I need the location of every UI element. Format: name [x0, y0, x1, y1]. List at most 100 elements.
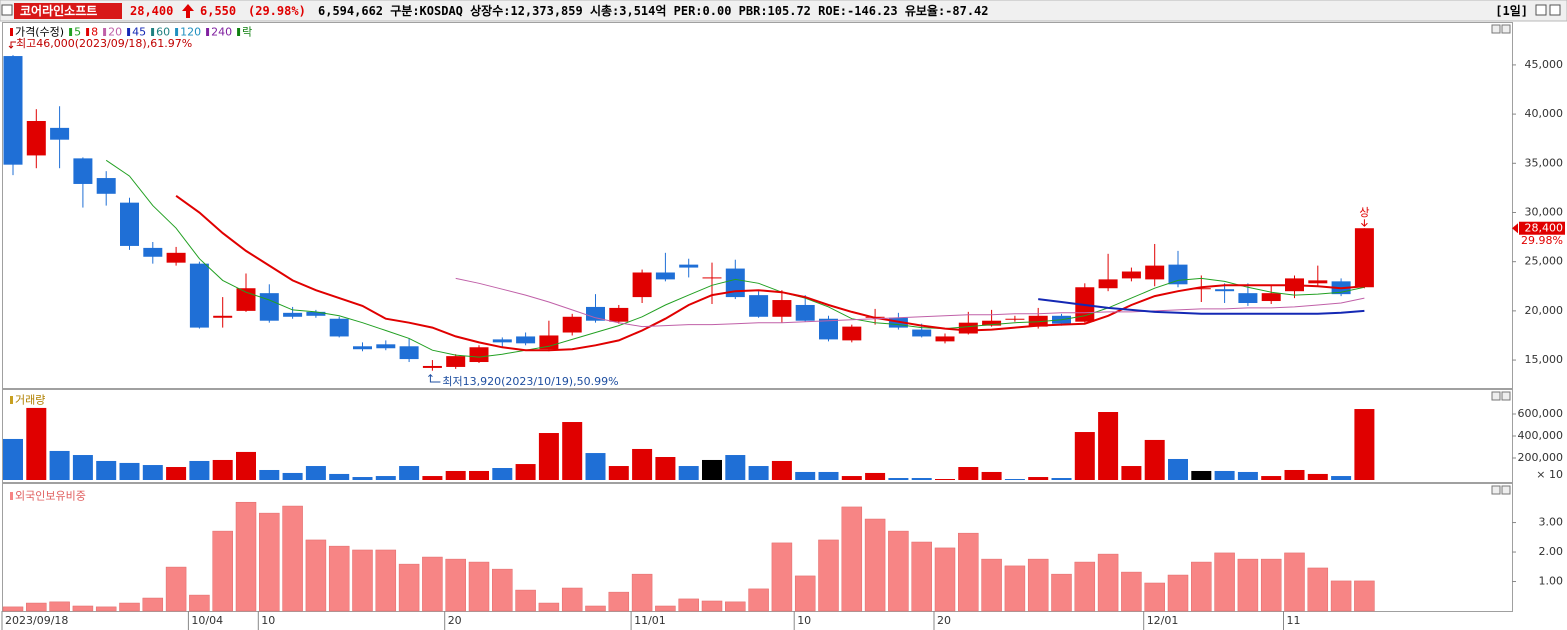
legend-label: 락	[242, 26, 252, 39]
x-tick-label: 11/01	[634, 614, 666, 627]
window-button[interactable]	[1549, 4, 1561, 16]
bar	[1307, 473, 1328, 480]
candle-body	[935, 336, 955, 342]
bar	[841, 476, 862, 480]
y-tick-label: 40,000	[1525, 107, 1564, 120]
candle-body	[26, 120, 46, 156]
low-arrow	[428, 373, 441, 383]
panel-button[interactable]	[1501, 485, 1511, 495]
x-tick-label: 10/04	[191, 614, 223, 627]
candle-body	[1215, 289, 1235, 292]
stock-info: 6,594,662 구분:KOSDAQ 상장수:12,373,859 시총:3,…	[318, 3, 989, 18]
bar	[1237, 558, 1259, 612]
bar	[795, 471, 816, 480]
stock-name: 코어라인소프트	[20, 3, 97, 18]
bar	[72, 455, 93, 480]
bar	[305, 466, 326, 480]
candle-body	[1238, 293, 1258, 303]
candle-body	[1145, 265, 1165, 280]
bar	[701, 600, 723, 612]
bar	[632, 448, 653, 480]
x-tick-label: 20	[937, 614, 951, 627]
price-panel	[2, 22, 1513, 389]
candle-body	[842, 326, 862, 341]
candle-body	[749, 295, 769, 317]
bar	[329, 473, 350, 480]
legend-swatch	[237, 28, 241, 36]
candle-body	[73, 158, 93, 184]
bar	[1354, 580, 1375, 612]
bar	[445, 470, 466, 480]
bar	[72, 605, 94, 612]
x-tick-label: 10	[261, 614, 275, 627]
high-annotation: 최고46,000(2023/09/18),61.97%	[16, 37, 192, 50]
candle-body	[446, 356, 466, 367]
header-bar	[0, 0, 1567, 22]
y-tick-label: 25,000	[1525, 255, 1564, 268]
bar	[1121, 571, 1142, 612]
bar	[1144, 439, 1165, 480]
panel-button[interactable]	[1491, 485, 1501, 495]
bar	[561, 587, 583, 612]
legend-swatch	[10, 28, 13, 36]
bar	[794, 575, 816, 612]
bar	[864, 518, 886, 612]
x-tick-label: 11	[1287, 614, 1301, 627]
y-tick-label: 30,000	[1525, 205, 1564, 218]
bar	[1284, 552, 1305, 612]
y-tick-label: 2.00	[1539, 545, 1564, 558]
panel-button[interactable]	[1491, 24, 1501, 34]
panel-button[interactable]	[1501, 391, 1511, 401]
up-arrow	[182, 4, 194, 18]
bar	[911, 541, 932, 612]
checkbox[interactable]	[1, 4, 13, 16]
bar	[445, 558, 466, 612]
low-annotation: 최저13,920(2023/10/19),50.99%	[442, 375, 618, 388]
bar	[282, 505, 303, 612]
candle-body	[1121, 271, 1141, 279]
change: 6,550	[200, 4, 236, 18]
bar	[305, 539, 327, 612]
panel-button[interactable]	[1491, 391, 1501, 401]
candle-body	[632, 272, 652, 298]
bar	[1214, 470, 1235, 480]
period[interactable]: [1일]	[1495, 4, 1528, 18]
legend-swatch	[175, 28, 179, 36]
bar	[492, 468, 513, 480]
bar	[1144, 582, 1165, 612]
legend-label: 8	[91, 26, 98, 39]
y-tick-label: 400,000	[1518, 429, 1564, 442]
panel-swatch	[10, 396, 13, 404]
candle-body	[120, 202, 139, 246]
bar	[212, 530, 233, 612]
legend-swatch	[69, 28, 73, 36]
candle-body	[562, 316, 582, 333]
legend-swatch	[127, 28, 131, 36]
bar	[236, 451, 256, 480]
panel-swatch	[10, 492, 13, 500]
bar	[26, 407, 47, 480]
y-tick-label: 600,000	[1518, 407, 1564, 420]
legend-swatch	[103, 28, 107, 36]
bar	[282, 472, 303, 480]
bar	[608, 466, 629, 480]
bar	[538, 433, 559, 480]
bar	[865, 472, 886, 480]
bar	[352, 477, 373, 480]
bar	[469, 470, 489, 480]
moving-average	[105, 159, 1365, 358]
panel-button[interactable]	[1501, 24, 1511, 34]
bar	[422, 556, 443, 612]
bar	[911, 478, 932, 480]
bar	[3, 438, 23, 480]
bar	[96, 460, 117, 480]
bar	[399, 466, 420, 480]
window-button[interactable]	[1535, 4, 1547, 16]
bar	[1004, 565, 1026, 612]
candle-body	[609, 307, 629, 322]
candle-body	[958, 322, 978, 334]
bar	[1167, 574, 1189, 612]
unit-label: × 10	[1536, 468, 1563, 481]
moving-average	[455, 277, 1365, 328]
